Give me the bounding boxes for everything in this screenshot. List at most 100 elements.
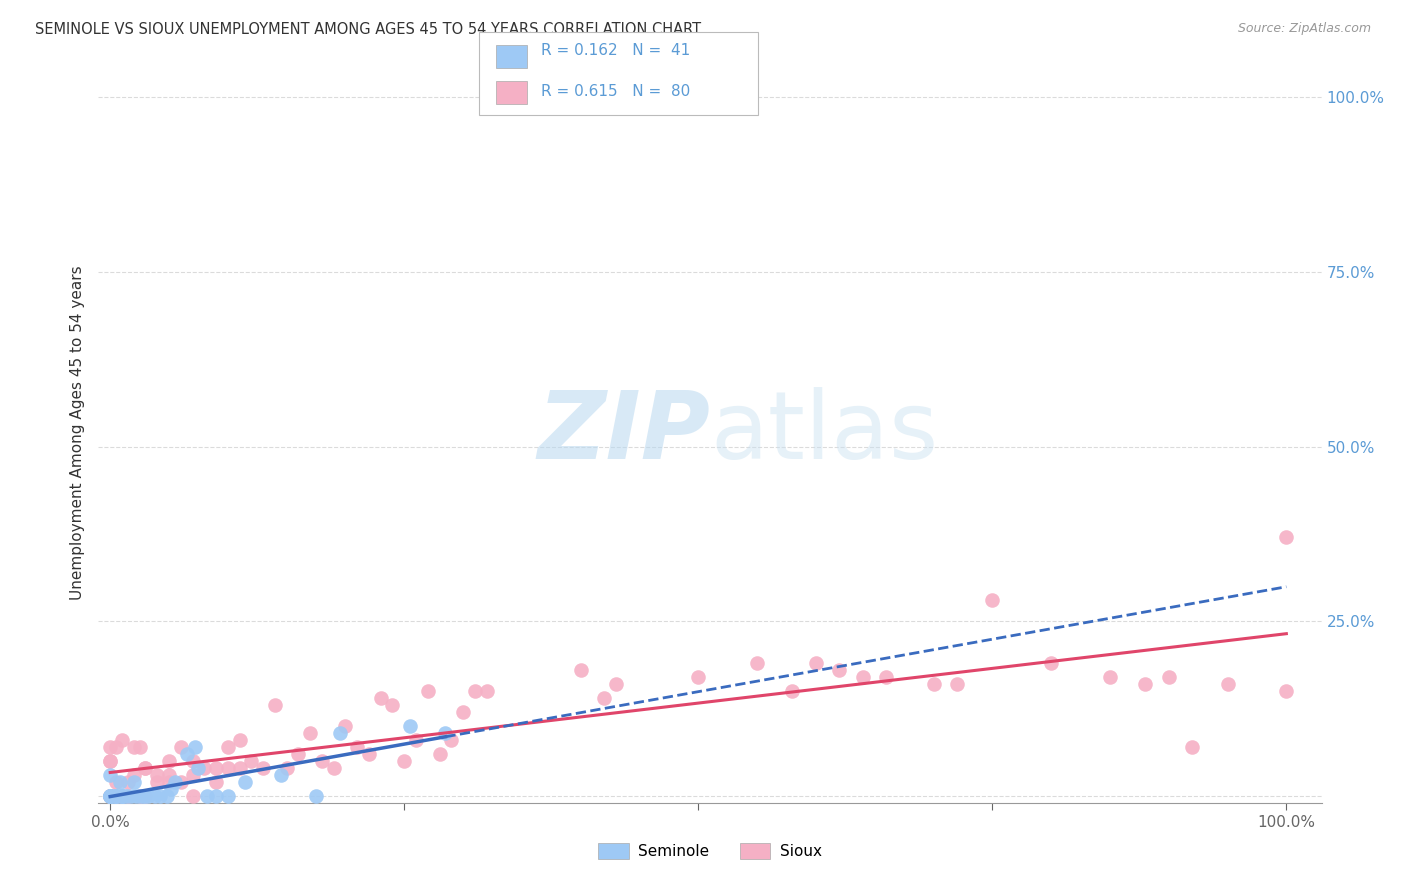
Point	[804, 656, 827, 670]
Point	[184, 739, 207, 754]
Point	[134, 789, 156, 803]
Point	[252, 761, 274, 775]
Point	[176, 747, 198, 761]
Point	[134, 761, 156, 775]
Point	[464, 684, 486, 698]
Point	[104, 789, 127, 803]
Point	[193, 761, 215, 775]
Point	[434, 726, 457, 740]
Point	[593, 691, 616, 706]
Y-axis label: Unemployment Among Ages 45 to 54 years: Unemployment Among Ages 45 to 54 years	[69, 265, 84, 600]
Point	[981, 593, 1004, 607]
Point	[381, 698, 404, 712]
Point	[98, 789, 121, 803]
Point	[228, 733, 250, 747]
Point	[170, 739, 193, 754]
Point	[605, 677, 627, 691]
Point	[98, 789, 121, 803]
Text: atlas: atlas	[710, 386, 938, 479]
Point	[205, 775, 228, 789]
Point	[112, 789, 135, 803]
Legend: Seminole, Sioux: Seminole, Sioux	[592, 838, 828, 865]
Point	[125, 789, 148, 803]
Point	[156, 789, 179, 803]
Point	[263, 698, 285, 712]
Point	[128, 739, 150, 754]
Point	[181, 768, 204, 782]
Point	[828, 663, 851, 677]
Point	[782, 684, 804, 698]
Point	[1216, 677, 1239, 691]
Point	[370, 691, 392, 706]
Point	[181, 754, 204, 768]
Point	[115, 789, 138, 803]
Point	[111, 789, 134, 803]
Point	[1135, 677, 1157, 691]
Point	[143, 789, 166, 803]
Point	[146, 768, 169, 782]
Point	[1181, 739, 1204, 754]
Point	[228, 761, 250, 775]
Point	[451, 705, 474, 719]
Text: Source: ZipAtlas.com: Source: ZipAtlas.com	[1237, 22, 1371, 36]
Point	[163, 775, 186, 789]
Point	[429, 747, 451, 761]
Point	[136, 789, 159, 803]
Point	[195, 789, 218, 803]
Point	[1040, 656, 1063, 670]
Point	[98, 754, 121, 768]
Point	[98, 754, 121, 768]
Point	[217, 739, 239, 754]
Point	[305, 789, 328, 803]
Point	[98, 789, 121, 803]
Point	[98, 789, 121, 803]
Point	[399, 719, 422, 733]
Point	[852, 670, 875, 684]
Point	[105, 789, 128, 803]
Point	[875, 670, 897, 684]
Point	[122, 768, 145, 782]
Point	[105, 789, 128, 803]
Point	[122, 775, 145, 789]
Text: SEMINOLE VS SIOUX UNEMPLOYMENT AMONG AGES 45 TO 54 YEARS CORRELATION CHART: SEMINOLE VS SIOUX UNEMPLOYMENT AMONG AGE…	[35, 22, 702, 37]
Point	[276, 761, 298, 775]
Point	[170, 775, 193, 789]
Point	[270, 768, 292, 782]
Point	[98, 789, 121, 803]
Point	[98, 789, 121, 803]
Point	[157, 775, 180, 789]
Point	[134, 789, 156, 803]
Point	[108, 775, 131, 789]
Point	[311, 754, 333, 768]
Point	[335, 719, 357, 733]
Point	[98, 768, 121, 782]
Point	[287, 747, 309, 761]
Point	[322, 761, 344, 775]
Point	[146, 775, 169, 789]
Point	[205, 789, 228, 803]
Point	[128, 789, 150, 803]
Text: R = 0.162   N =  41: R = 0.162 N = 41	[541, 43, 690, 58]
Point	[392, 754, 416, 768]
Point	[569, 663, 592, 677]
Point	[98, 739, 121, 754]
Point	[111, 789, 134, 803]
Point	[1157, 670, 1180, 684]
Point	[105, 789, 128, 803]
Point	[122, 739, 145, 754]
Point	[157, 768, 180, 782]
Text: ZIP: ZIP	[537, 386, 710, 479]
Point	[205, 761, 228, 775]
Point	[240, 754, 263, 768]
Point	[98, 789, 121, 803]
Point	[128, 789, 150, 803]
Point	[181, 789, 204, 803]
Point	[346, 739, 368, 754]
Point	[217, 789, 239, 803]
Text: R = 0.615   N =  80: R = 0.615 N = 80	[541, 84, 690, 99]
Point	[98, 789, 121, 803]
Point	[1098, 670, 1121, 684]
Point	[160, 781, 183, 796]
Point	[98, 789, 121, 803]
Point	[120, 789, 142, 803]
